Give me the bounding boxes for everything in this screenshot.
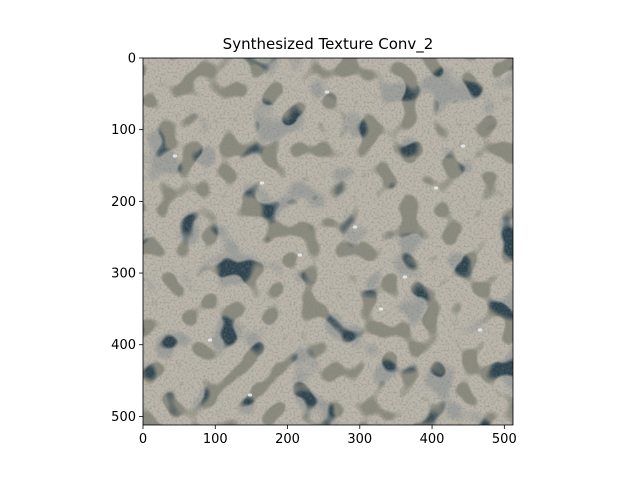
- x-tick-label: 400: [420, 432, 445, 447]
- x-tick-label: 500: [492, 432, 517, 447]
- highlight-spot: [297, 253, 303, 257]
- highlight-spot: [460, 144, 466, 148]
- figure-title: Synthesized Texture Conv_2: [223, 35, 434, 54]
- x-tick-label: 200: [275, 432, 300, 447]
- highlight-spot: [433, 186, 439, 190]
- axes-frame: [142, 57, 514, 426]
- x-tick-label: 0: [139, 432, 147, 447]
- specular-highlights: [172, 90, 483, 397]
- highlight-spot: [324, 90, 330, 94]
- x-tick-label: 300: [347, 432, 372, 447]
- y-tick-label: 100: [111, 123, 136, 138]
- highlight-spot: [247, 393, 253, 397]
- highlight-spot: [352, 225, 358, 229]
- y-tick-label: 500: [111, 410, 136, 425]
- highlight-spot: [402, 275, 408, 279]
- x-tick-label: 100: [203, 432, 228, 447]
- highlight-spot: [207, 338, 213, 342]
- y-axis: 0 100 200 300 400 500: [111, 52, 143, 425]
- y-tick-label: 200: [111, 195, 136, 210]
- y-tick-label: 400: [111, 338, 136, 353]
- y-tick-label: 300: [111, 267, 136, 282]
- highlight-spot: [378, 307, 384, 311]
- highlight-spot: [172, 154, 178, 158]
- x-axis: 0 100 200 300 400 500: [139, 425, 517, 447]
- texture-image: [143, 58, 513, 425]
- y-tick-label: 0: [128, 52, 136, 67]
- highlight-spot: [477, 328, 483, 332]
- highlight-spot: [259, 181, 265, 185]
